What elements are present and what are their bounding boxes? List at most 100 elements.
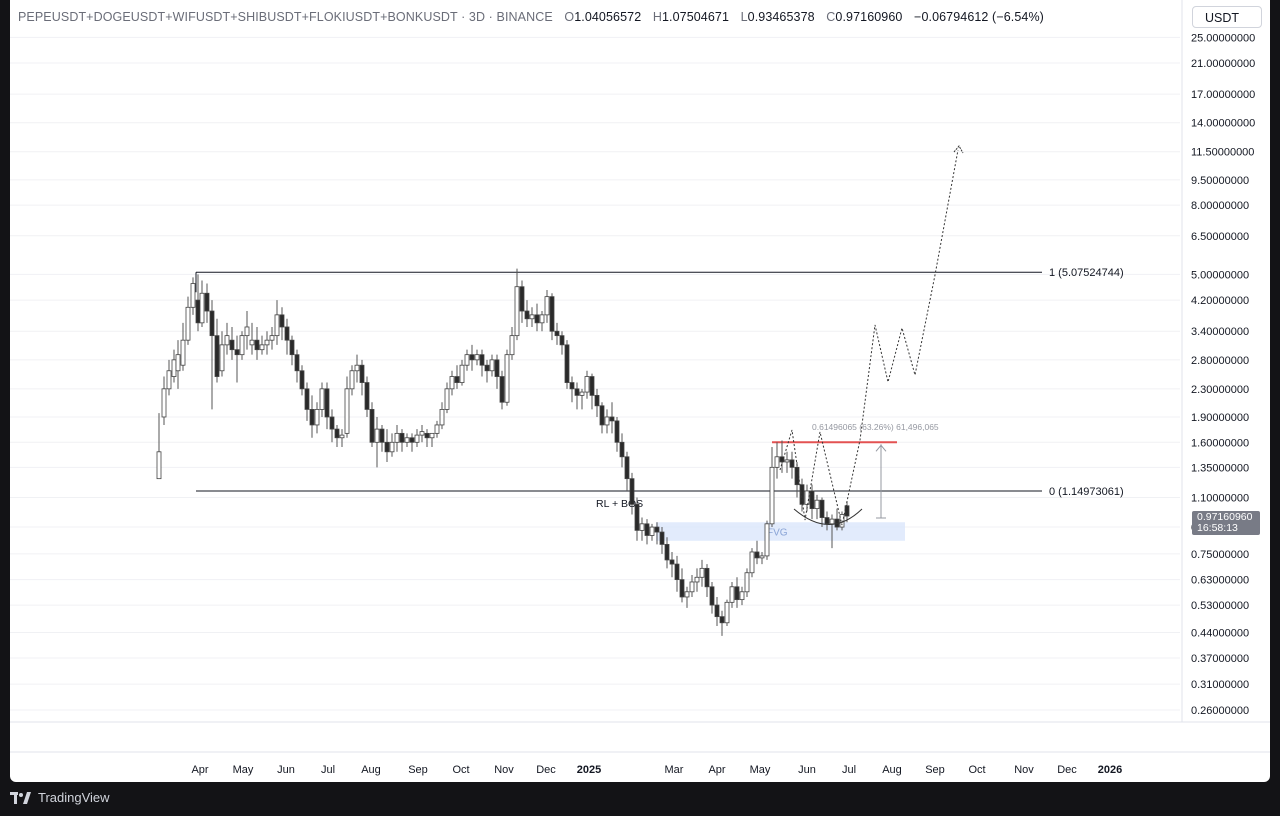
candle-body: [156, 451, 162, 480]
candle-body: [399, 432, 405, 443]
candle-body: [594, 394, 600, 407]
candle-body: [684, 591, 690, 598]
brand-name[interactable]: TradingView: [38, 790, 110, 805]
candle-body: [324, 388, 330, 418]
time-axis-label: Apr: [708, 764, 725, 776]
candle-body: [284, 326, 290, 341]
candle-body: [749, 551, 755, 574]
candle-body: [699, 567, 705, 578]
candle-body: [759, 555, 765, 559]
candle-body: [214, 335, 220, 377]
candle-body: [679, 579, 685, 598]
candle-body: [364, 382, 370, 410]
measure-arrow: [875, 444, 887, 452]
candle-body: [309, 409, 315, 426]
candle-body: [534, 314, 540, 324]
candle-body: [479, 354, 485, 366]
candle-body: [559, 335, 565, 346]
candle-body: [824, 517, 830, 525]
candle-body: [499, 376, 505, 403]
candle-body: [604, 416, 610, 426]
candle-body: [739, 591, 745, 601]
candle-body: [814, 499, 820, 510]
candle-body: [185, 306, 191, 341]
candle-body: [171, 359, 177, 377]
candle-body: [764, 523, 770, 557]
candle-body: [384, 441, 390, 453]
candle-body: [304, 388, 310, 410]
candle-body: [729, 586, 735, 603]
candle-body: [704, 567, 710, 588]
high-value: 1.07504671: [661, 10, 730, 24]
symbol-name[interactable]: PEPEUSDT+DOGEUSDT+WIFUSDT+SHIBUSDT+FLOKI…: [18, 10, 553, 24]
candle-body: [244, 326, 250, 337]
candle-body: [354, 364, 360, 372]
fib-level-0-label: 0 (1.14973061): [1049, 486, 1124, 498]
candle-body: [549, 296, 555, 332]
time-axis-label: Jun: [798, 764, 816, 776]
candle-body: [714, 604, 720, 618]
bar-countdown: 16:58:13: [1197, 522, 1238, 534]
candle-body: [509, 335, 515, 356]
projection-arrow-head: [953, 145, 964, 154]
candle-body: [599, 405, 605, 426]
candle-body: [624, 456, 630, 480]
currency-button[interactable]: USDT: [1192, 6, 1262, 28]
candle-body: [634, 503, 640, 531]
candle-body: [519, 286, 525, 312]
candle-body: [224, 335, 230, 346]
candle-body: [579, 391, 585, 396]
time-axis-label: Jun: [277, 764, 295, 776]
candle-body: [434, 424, 440, 434]
rounding-bottom-arc: [793, 508, 863, 525]
candle-body: [344, 388, 350, 434]
candle-body: [619, 441, 625, 458]
candle-body: [819, 499, 825, 518]
candle-body: [161, 388, 167, 418]
candle-body: [734, 586, 740, 601]
candle-body: [279, 314, 285, 328]
candle-body: [504, 354, 510, 403]
candle-body: [719, 616, 725, 624]
candle-body: [414, 434, 420, 443]
candle-body: [229, 339, 235, 351]
chart-frame: 25.00000000 21.00000000 17.00000000 14.0000…: [10, 0, 1270, 782]
candle-body: [754, 551, 760, 559]
candle-body: [239, 335, 245, 356]
current-price-value: 0.97160960: [1197, 511, 1253, 523]
candle-body: [204, 292, 210, 312]
candle-body: [474, 354, 480, 361]
footer: TradingView: [10, 790, 110, 805]
price-scale-label: 2.80000000: [1191, 355, 1249, 367]
change-value: −0.06794612 (−6.54%): [914, 10, 1044, 24]
candle-body: [369, 409, 375, 443]
price-scale-label: 6.50000000: [1191, 231, 1249, 243]
price-scale-label: 17.00000000: [1191, 89, 1255, 101]
candle-body: [294, 354, 300, 372]
time-axis-label: Dec: [1057, 764, 1077, 776]
candle-body: [175, 354, 181, 372]
price-scale-label: 4.20000000: [1191, 295, 1249, 307]
fib-level-1-label: 1 (5.07524744): [1049, 267, 1124, 279]
candle-body: [269, 335, 275, 341]
candle-body: [649, 526, 655, 536]
time-axis-label: Dec: [536, 764, 556, 776]
candle-body: [274, 314, 280, 337]
price-scale-label: 14.00000000: [1191, 118, 1255, 130]
candle-body: [629, 478, 635, 505]
candle-body: [784, 459, 790, 463]
candle-body: [554, 330, 560, 337]
candle-body: [219, 344, 225, 372]
candle-body: [379, 428, 385, 443]
time-axis-label: Jul: [321, 764, 335, 776]
chart-canvas[interactable]: 25.00000000 21.00000000 17.00000000 14.0000…: [10, 0, 1270, 782]
time-axis-label: Sep: [925, 764, 945, 776]
candle-body: [424, 432, 430, 439]
price-scale-label: 1.60000000: [1191, 437, 1249, 449]
time-axis-label: May: [750, 764, 771, 776]
close-label: C: [826, 10, 836, 24]
candle-body: [199, 292, 205, 324]
low-label: L: [740, 10, 748, 24]
candle-body: [544, 296, 550, 316]
candle-body: [469, 354, 475, 361]
